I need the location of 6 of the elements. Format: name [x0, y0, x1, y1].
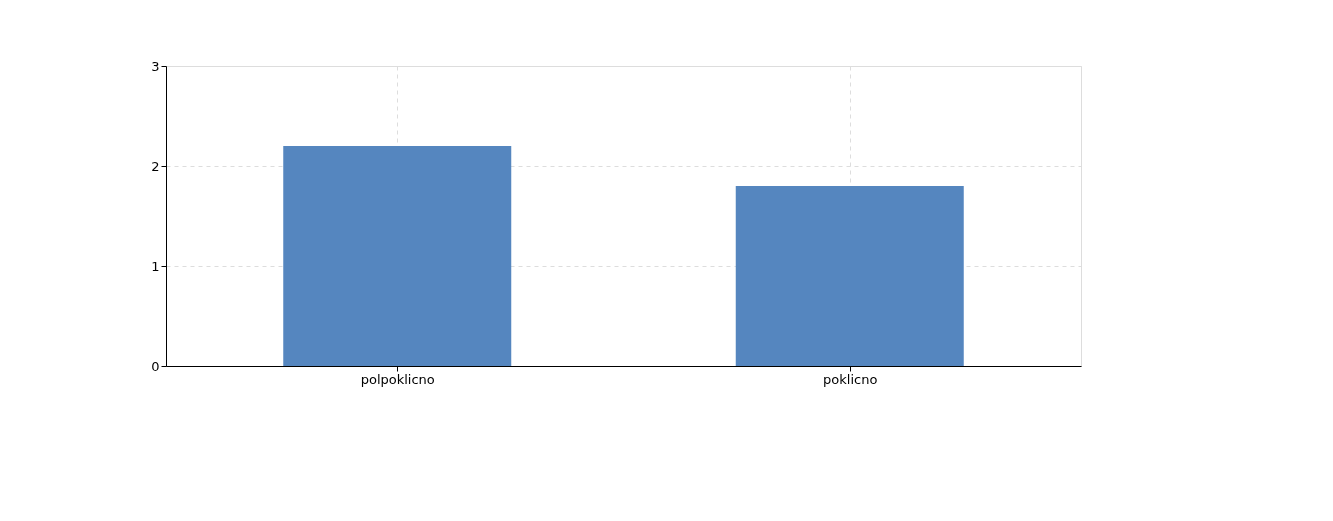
x-tick-label: poklicno	[823, 371, 878, 387]
y-tick-label: 3	[151, 58, 160, 74]
y-tick-label: 0	[151, 358, 160, 374]
x-tick-label: polpoklicno	[360, 371, 435, 387]
y-tick-label: 1	[151, 258, 160, 274]
y-tick-label: 2	[151, 158, 160, 174]
